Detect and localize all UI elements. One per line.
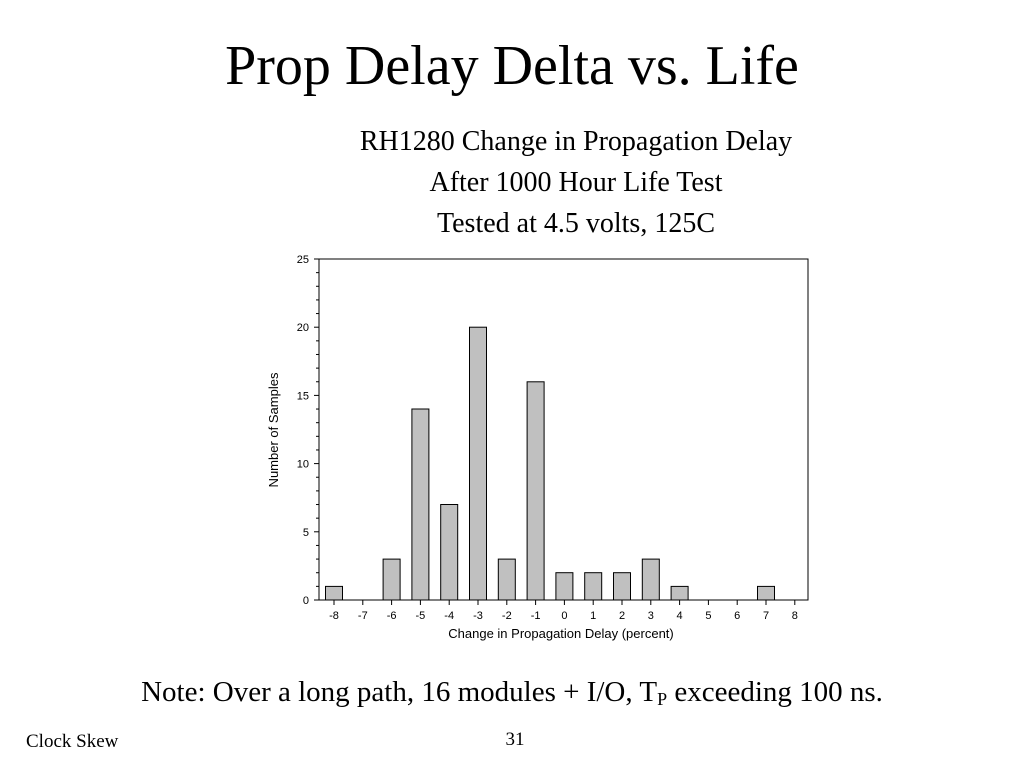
note-subscript: P (657, 689, 668, 709)
slide-note: Note: Over a long path, 16 modules + I/O… (0, 672, 1024, 712)
bar-0 (555, 572, 574, 601)
y-tick-label: 20 (297, 322, 309, 334)
y-tick-label: 5 (303, 527, 309, 539)
x-tick-label: -7 (358, 610, 368, 622)
x-tick-label: -6 (387, 610, 397, 622)
x-tick-label: -1 (531, 610, 541, 622)
bar--2 (497, 558, 516, 601)
bar--5 (411, 408, 430, 601)
x-tick-label: -5 (416, 610, 426, 622)
bar--4 (440, 504, 459, 601)
x-tick-label: 4 (677, 610, 683, 622)
x-tick-label: -3 (473, 610, 483, 622)
x-tick-label: -4 (444, 610, 454, 622)
note-prefix: Note: Over a long path, 16 modules + I/O… (141, 676, 658, 708)
chart-title: RH1280 Change in Propagation Delay After… (276, 121, 876, 244)
bar-3 (641, 558, 660, 601)
x-tick-label: -2 (502, 610, 512, 622)
y-tick-label: 10 (297, 459, 309, 471)
x-tick-label: 3 (648, 610, 654, 622)
bar-2 (613, 572, 631, 601)
plot-frame (318, 258, 809, 601)
x-tick-label: 2 (619, 610, 625, 622)
y-tick-label: 0 (303, 595, 309, 607)
bar-7 (757, 585, 775, 601)
bar--1 (526, 381, 545, 601)
bar--3 (469, 326, 487, 601)
page-number: 31 (505, 729, 525, 750)
x-tick-label: 1 (590, 610, 596, 622)
x-tick-label: -8 (329, 610, 339, 622)
y-tick-label: 25 (297, 254, 309, 266)
x-tick-label: 0 (561, 610, 567, 622)
x-axis-label: Change in Propagation Delay (percent) (448, 626, 673, 641)
bars-group (325, 326, 775, 601)
x-tick-label: 7 (763, 610, 769, 622)
tick-labels-group: 0 5 10 15 20 25 -8 -7 -6 -5 -4 -3 -2 -1 0 1 2 3 4 5 6 7 8 (297, 254, 798, 622)
chart-title-line-3: Tested at 4.5 volts, 125C (436, 208, 716, 239)
y-axis-label: Number of Samples (266, 372, 281, 487)
x-tick-label: 6 (734, 610, 740, 622)
slide-title: Prop Delay Delta vs. Life (225, 35, 799, 97)
bar-4 (670, 585, 689, 601)
bar-1 (584, 572, 603, 601)
bar--8 (325, 585, 343, 601)
x-tick-label: 8 (792, 610, 798, 622)
note-suffix: exceeding 100 ns. (667, 676, 883, 708)
chart-title-line-1: RH1280 Change in Propagation Delay (359, 126, 793, 157)
footer-label: Clock Skew (26, 731, 119, 752)
axes-group (314, 258, 809, 605)
bar--6 (382, 558, 401, 601)
y-tick-label: 15 (297, 390, 309, 402)
x-tick-label: 5 (705, 610, 711, 622)
chart-title-line-2: After 1000 Hour Life Test (429, 167, 723, 198)
